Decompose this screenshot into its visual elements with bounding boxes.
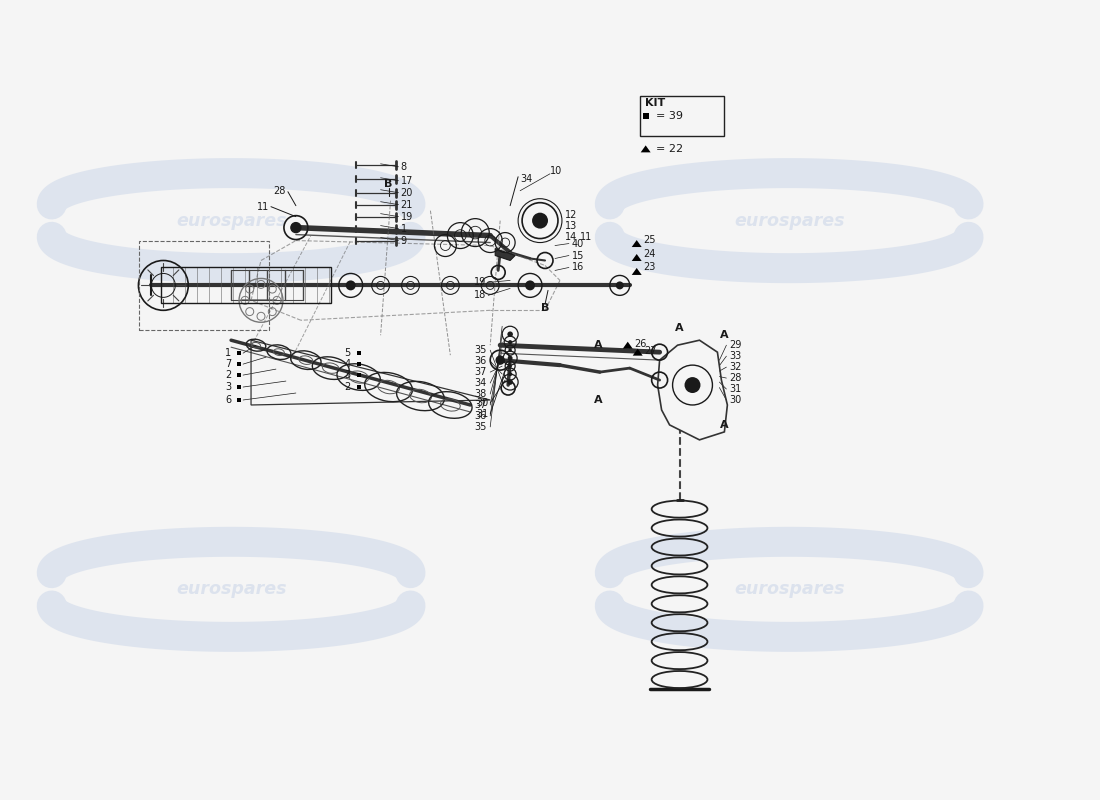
Text: = 39: = 39	[656, 111, 683, 121]
Text: = 22: = 22	[656, 144, 683, 154]
Bar	[640, 96, 725, 136]
Text: 4: 4	[344, 359, 351, 369]
Bar	[238, 373, 241, 377]
Polygon shape	[631, 268, 641, 275]
Bar	[356, 362, 361, 366]
Text: A: A	[720, 420, 728, 430]
Circle shape	[507, 379, 513, 385]
Text: A: A	[675, 323, 684, 334]
Circle shape	[345, 281, 355, 290]
Text: A: A	[594, 395, 602, 405]
Text: 1: 1	[226, 348, 231, 358]
Text: 37: 37	[474, 367, 486, 377]
Circle shape	[507, 331, 513, 337]
Text: 35: 35	[474, 345, 486, 355]
Text: A: A	[594, 340, 602, 350]
Text: 30: 30	[729, 395, 741, 405]
Text: 21: 21	[400, 200, 412, 210]
Text: 27: 27	[645, 346, 657, 356]
Text: 1: 1	[400, 223, 407, 234]
Polygon shape	[640, 146, 650, 152]
Circle shape	[508, 372, 513, 376]
Polygon shape	[495, 249, 515, 261]
Text: 20: 20	[400, 188, 412, 198]
Text: 16: 16	[572, 262, 584, 273]
Text: 14: 14	[565, 231, 578, 242]
Text: 6: 6	[226, 395, 231, 405]
Bar	[356, 385, 361, 389]
Bar	[238, 351, 241, 355]
Bar	[356, 373, 361, 377]
Text: eurospares: eurospares	[734, 580, 845, 598]
Text: 2: 2	[224, 370, 231, 380]
Text: 23: 23	[644, 262, 656, 273]
Text: 31: 31	[729, 384, 741, 394]
Text: 36: 36	[474, 356, 486, 366]
Text: 10: 10	[550, 166, 562, 176]
Text: 15: 15	[572, 250, 584, 261]
Circle shape	[508, 356, 513, 361]
Bar	[642, 113, 649, 119]
Text: 28: 28	[274, 186, 286, 196]
Bar	[162, 267, 331, 303]
Text: 2: 2	[344, 382, 351, 392]
Text: 19: 19	[400, 212, 412, 222]
Circle shape	[508, 340, 513, 344]
Circle shape	[525, 281, 535, 290]
Text: 34: 34	[520, 174, 532, 184]
Text: 11: 11	[256, 202, 270, 212]
Text: 31: 31	[476, 409, 488, 419]
Text: eurospares: eurospares	[734, 212, 845, 230]
Text: 9: 9	[400, 235, 407, 246]
Text: 24: 24	[644, 249, 656, 258]
Text: 5: 5	[344, 348, 351, 358]
Circle shape	[616, 282, 624, 290]
Bar	[238, 385, 241, 389]
Text: 7: 7	[224, 359, 231, 369]
Text: 35: 35	[474, 422, 486, 432]
Text: 18: 18	[474, 290, 486, 300]
Polygon shape	[632, 349, 642, 356]
Text: eurospares: eurospares	[176, 212, 286, 230]
Circle shape	[508, 364, 512, 368]
Text: 25: 25	[644, 234, 657, 245]
Text: eurospares: eurospares	[176, 580, 286, 598]
Circle shape	[290, 222, 301, 233]
Text: 13: 13	[565, 221, 578, 230]
Text: A: A	[720, 330, 728, 340]
Text: 19: 19	[474, 278, 486, 287]
Text: 8: 8	[400, 162, 407, 172]
Text: 17: 17	[400, 176, 412, 186]
Text: KIT: KIT	[645, 98, 664, 108]
Text: 28: 28	[729, 373, 741, 383]
Bar	[238, 362, 241, 366]
Text: 3: 3	[344, 370, 351, 380]
Bar	[140, 241, 270, 330]
Text: 11: 11	[580, 231, 592, 242]
Text: 32: 32	[729, 362, 741, 372]
Text: 30: 30	[476, 398, 488, 408]
Text: 40: 40	[572, 238, 584, 249]
Text: B: B	[384, 178, 393, 189]
Bar	[238, 398, 241, 402]
Bar	[356, 351, 361, 355]
Text: 36: 36	[474, 411, 486, 421]
Text: 26: 26	[635, 339, 647, 349]
Circle shape	[508, 349, 512, 352]
Circle shape	[532, 213, 548, 229]
Polygon shape	[623, 342, 632, 349]
Text: 33: 33	[729, 351, 741, 361]
Text: 34: 34	[474, 378, 486, 388]
Circle shape	[496, 356, 504, 364]
Polygon shape	[631, 254, 641, 261]
Circle shape	[684, 377, 701, 393]
Text: 3: 3	[226, 382, 231, 392]
Text: 12: 12	[565, 210, 578, 220]
Text: B: B	[541, 303, 549, 314]
Polygon shape	[631, 240, 641, 247]
Text: 37: 37	[474, 400, 486, 410]
Text: 38: 38	[474, 389, 486, 399]
Text: 29: 29	[729, 340, 741, 350]
